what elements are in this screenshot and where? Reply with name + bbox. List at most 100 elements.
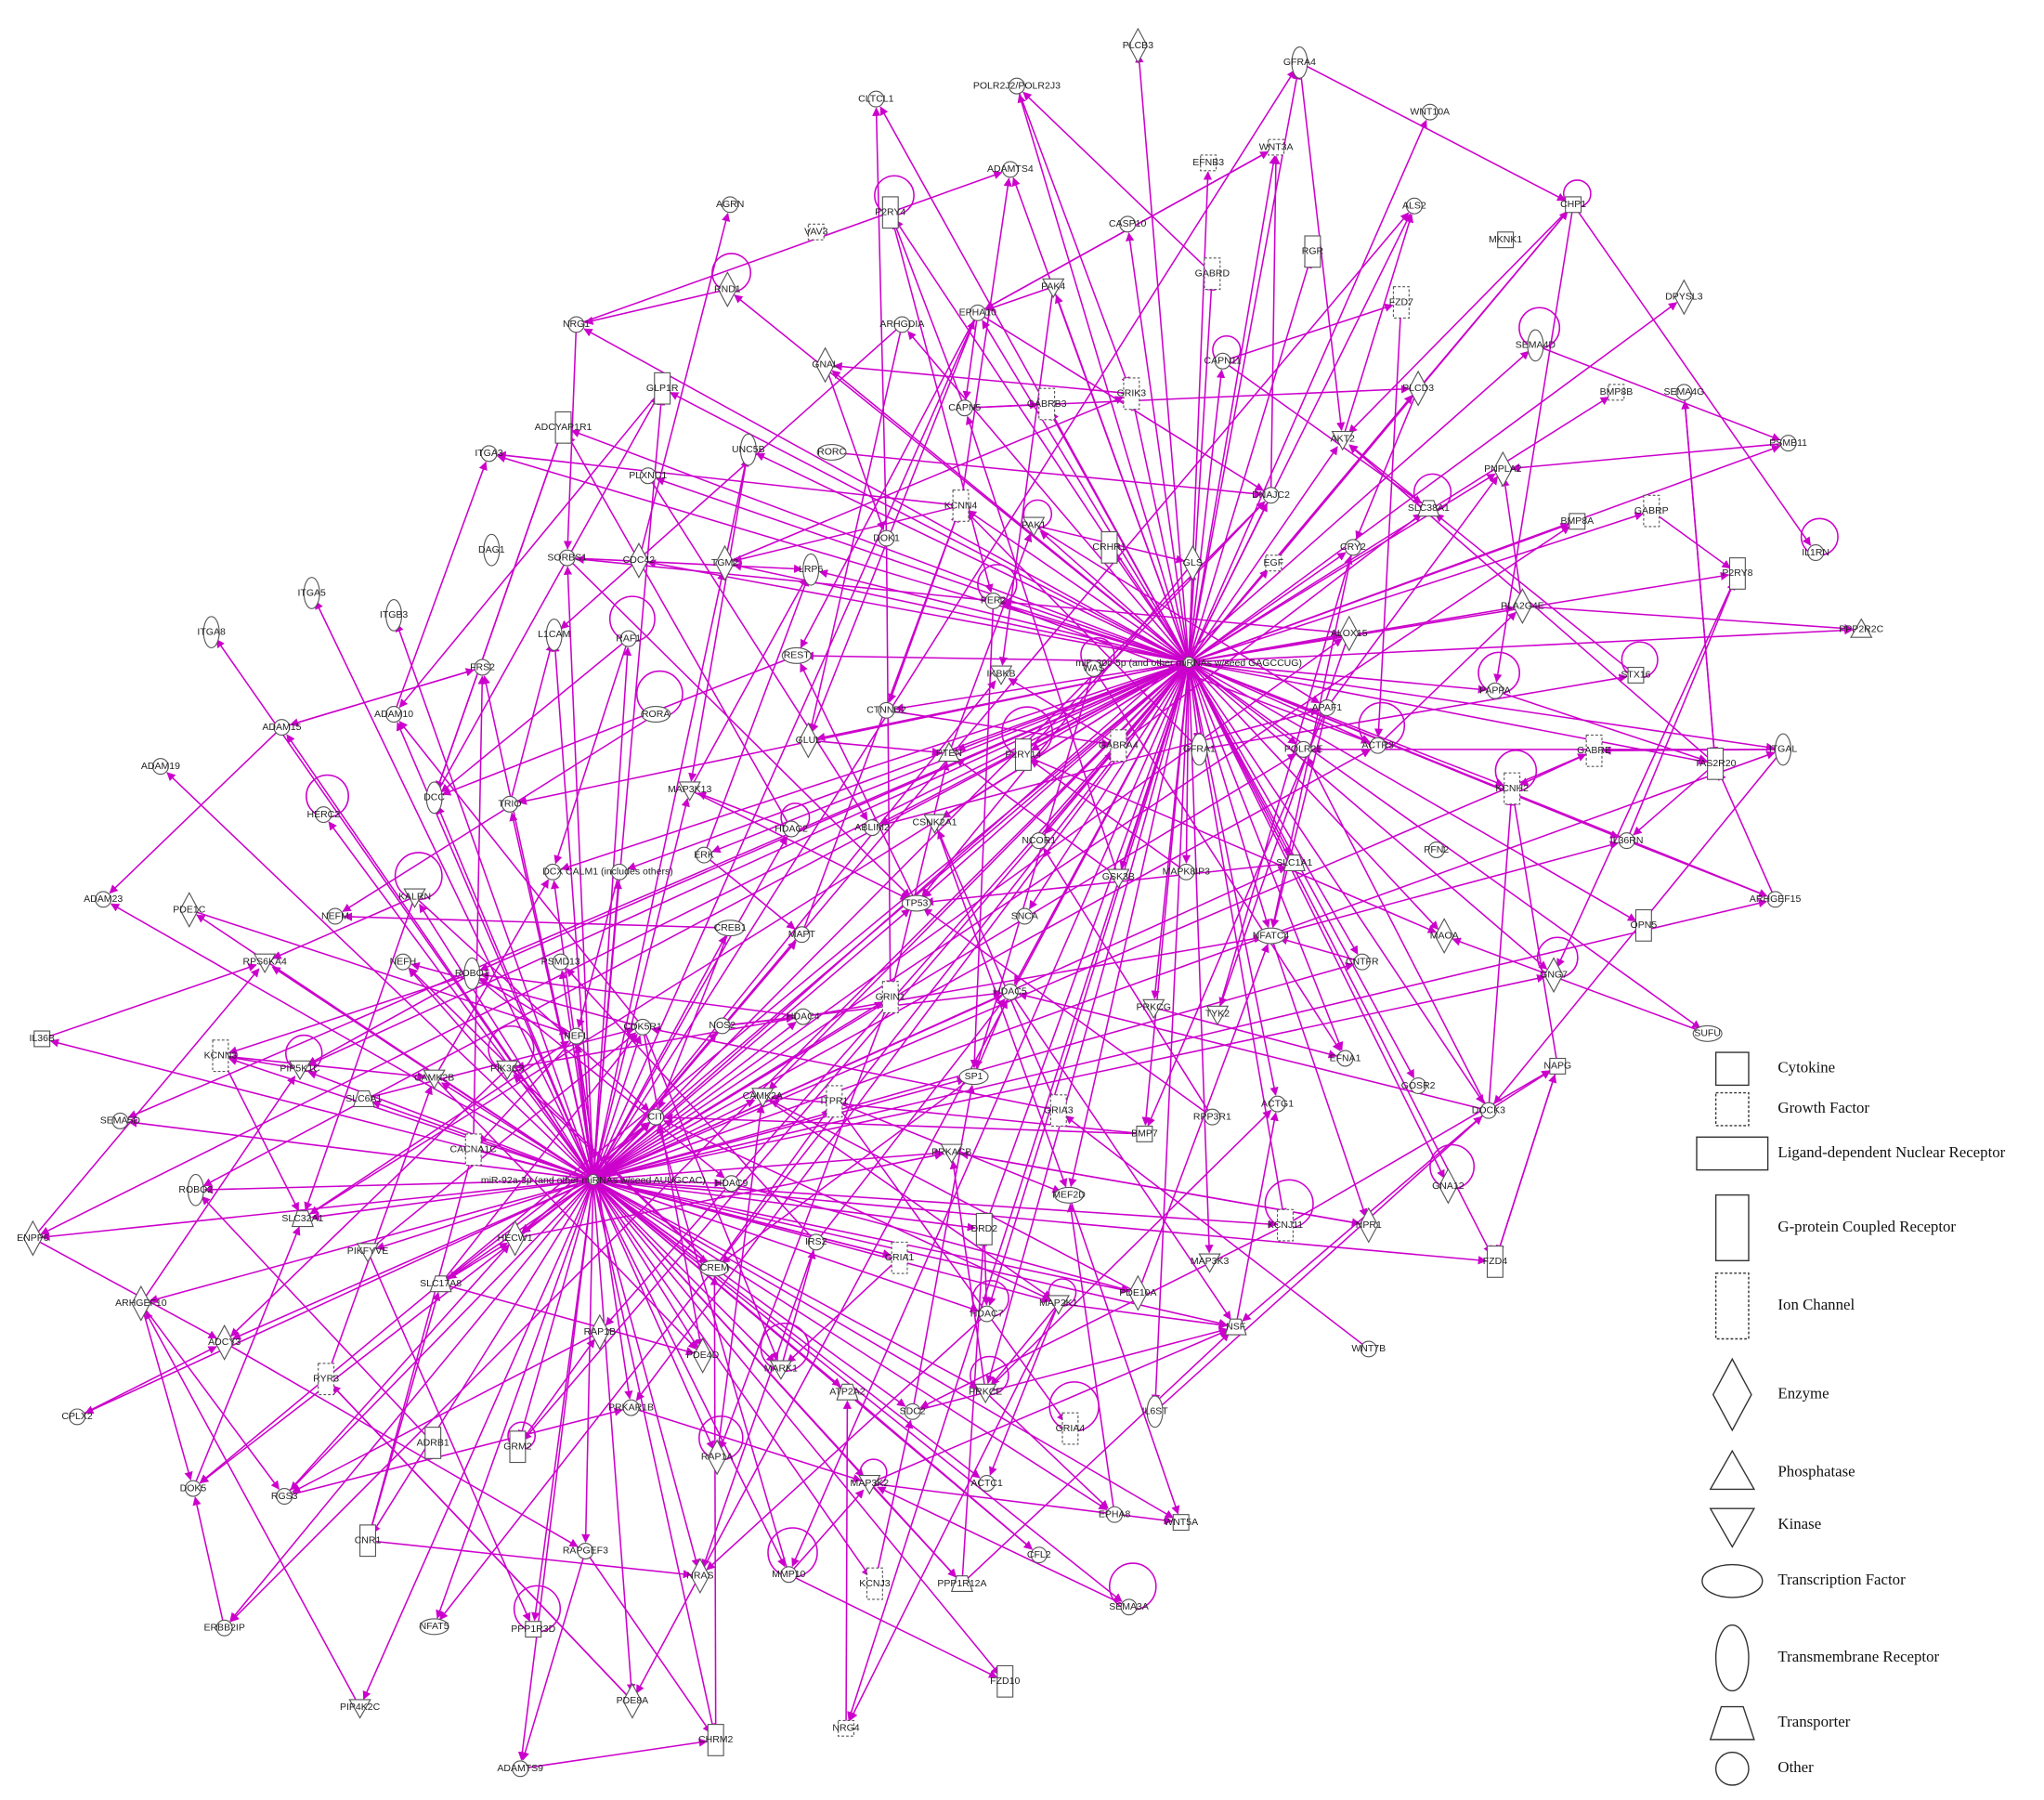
- node: NRG1: [563, 316, 590, 333]
- enzyme-shape: [1543, 957, 1564, 994]
- edge: [638, 212, 731, 561]
- edge: [521, 1116, 657, 1233]
- node: PAK4: [1041, 278, 1065, 299]
- node: CRY2: [1340, 539, 1366, 556]
- node: CHP1: [1560, 196, 1586, 214]
- edge: [332, 1385, 633, 1702]
- node: CLTCL1: [858, 90, 894, 108]
- other-shape: [1427, 841, 1445, 858]
- edge: [802, 934, 1263, 1018]
- kinase-shape: [403, 888, 426, 908]
- node: ADAM15: [262, 719, 302, 737]
- edge: [1068, 1194, 1180, 1515]
- node-label: PLA2G4E: [1501, 600, 1544, 611]
- node: GRIA4: [1056, 1412, 1085, 1445]
- edge: [1188, 71, 1301, 663]
- node-label: ADRB1: [417, 1437, 449, 1448]
- node-label: RND1: [714, 283, 741, 294]
- enzyme-shape: [707, 1439, 727, 1476]
- edge: [912, 1326, 1229, 1413]
- node-label: DPYSL3: [1665, 292, 1702, 303]
- edge: [846, 1391, 1033, 1550]
- node: PFN2: [1424, 841, 1449, 858]
- node: ADCY3: [208, 1324, 241, 1361]
- node: AKT2: [1331, 430, 1355, 451]
- node: ADRB1: [417, 1427, 449, 1459]
- edge: [76, 1346, 217, 1418]
- edge: [1188, 502, 1268, 663]
- edge: [1188, 661, 1548, 970]
- other-shape: [1030, 832, 1048, 850]
- edge: [1188, 661, 1445, 1180]
- kinase-shape: [1331, 430, 1354, 451]
- node-label: GLP1R: [646, 383, 679, 394]
- edge: [309, 661, 1190, 1215]
- legend-item: Enzyme: [1712, 1357, 1829, 1432]
- node: NAPG: [1543, 1057, 1571, 1075]
- other-shape: [723, 1175, 740, 1193]
- node: NSF: [1224, 1318, 1247, 1336]
- node-label: CREB1: [714, 922, 747, 933]
- edge: [127, 661, 1190, 1118]
- node: NFAT5: [419, 1618, 449, 1636]
- kinase-shape: [1047, 1295, 1070, 1315]
- legend-item: Cytokine: [1714, 1051, 1835, 1087]
- node-label: ITGA5: [297, 587, 326, 598]
- edge: [219, 1055, 300, 1212]
- legend-item: Ligand-dependent Nuclear Receptor: [1696, 1136, 2006, 1171]
- edge: [592, 1035, 642, 1180]
- node-label: NSF: [1226, 1321, 1245, 1332]
- edge: [1050, 411, 1190, 663]
- node: PDE10A: [1119, 1274, 1157, 1311]
- gpcr-shape: [509, 1430, 527, 1464]
- edge: [517, 661, 1190, 805]
- edge: [1141, 661, 1190, 1127]
- edge: [701, 1242, 817, 1569]
- edge: [1218, 633, 1350, 1007]
- cytokine-shape: [33, 1030, 51, 1048]
- edge: [1199, 673, 1628, 750]
- edge: [478, 1036, 578, 1144]
- edge: [440, 1122, 650, 1285]
- edge: [982, 320, 1190, 663]
- kinase-shape: [858, 1475, 881, 1495]
- node-label: CRY2: [1340, 541, 1366, 553]
- kinase-shape: [940, 1143, 963, 1164]
- kinase-shape: [253, 953, 277, 974]
- enzyme-shape: [629, 542, 649, 579]
- ion-channel-shape: [866, 1567, 883, 1600]
- transcription-factor-shape: [816, 443, 847, 461]
- legend-label: Enzyme: [1777, 1384, 1829, 1402]
- node: GRIK3: [1117, 377, 1146, 411]
- node: GNAL: [812, 346, 839, 384]
- enzyme-shape: [1408, 370, 1428, 407]
- node-label: WNT7B: [1351, 1343, 1386, 1354]
- edge: [892, 220, 966, 409]
- edge: [815, 998, 1006, 1243]
- node-label: REST: [784, 650, 811, 661]
- ion-channel-shape: [1110, 729, 1127, 763]
- node: MAP3K3: [1191, 1253, 1229, 1273]
- node: EGF: [1264, 554, 1283, 572]
- edge: [894, 661, 1190, 712]
- other-shape: [69, 1408, 86, 1426]
- kinase-shape: [495, 1060, 519, 1081]
- transmembrane-receptor-shape: [1714, 1624, 1750, 1692]
- cytokine-shape: [1549, 1057, 1567, 1075]
- other-shape: [1001, 161, 1019, 178]
- kinase-shape: [356, 1243, 380, 1263]
- edge: [1187, 571, 1197, 662]
- edge: [110, 903, 594, 1180]
- legend-label: Ligand-dependent Nuclear Receptor: [1777, 1143, 2005, 1161]
- edge: [471, 972, 725, 1179]
- edge: [984, 1109, 1272, 1393]
- other-shape: [793, 926, 811, 944]
- edge: [1113, 554, 1190, 663]
- node-label: CDK5R1: [623, 1022, 662, 1033]
- edge: [1126, 232, 1190, 662]
- edge: [433, 879, 550, 1078]
- other-shape: [577, 1542, 594, 1559]
- node-label: MAOA: [1430, 930, 1459, 941]
- edge: [592, 1179, 699, 1349]
- edge: [592, 501, 1266, 1180]
